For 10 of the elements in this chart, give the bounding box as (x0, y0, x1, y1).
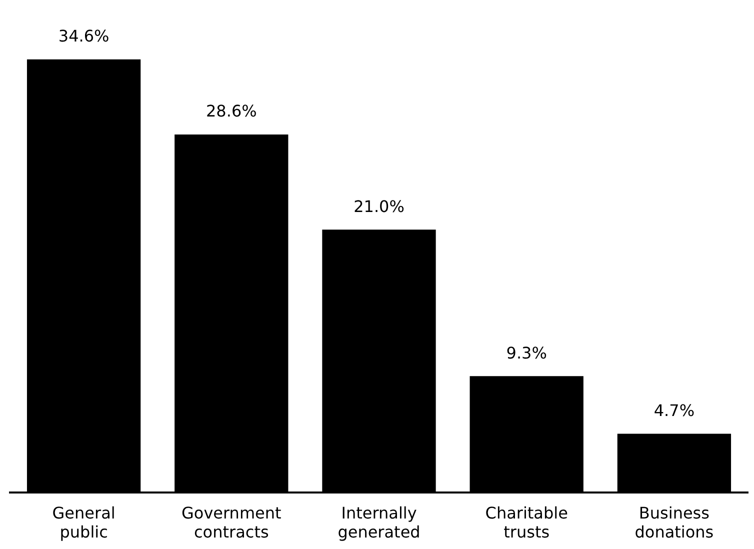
x-tick-label: Government contracts (182, 503, 282, 542)
x-tick-label: Business donations (634, 503, 714, 542)
x-tick-label: General public (52, 503, 116, 542)
data-label: 4.7% (654, 400, 695, 420)
data-label: 9.3% (506, 343, 547, 362)
x-tick-label: Internally generated (338, 503, 420, 542)
data-label: 21.0% (354, 196, 404, 216)
data-label: 28.6% (206, 102, 257, 121)
data-label: 34.6% (58, 26, 110, 46)
x-tick-label: Charitable trusts (485, 503, 568, 542)
